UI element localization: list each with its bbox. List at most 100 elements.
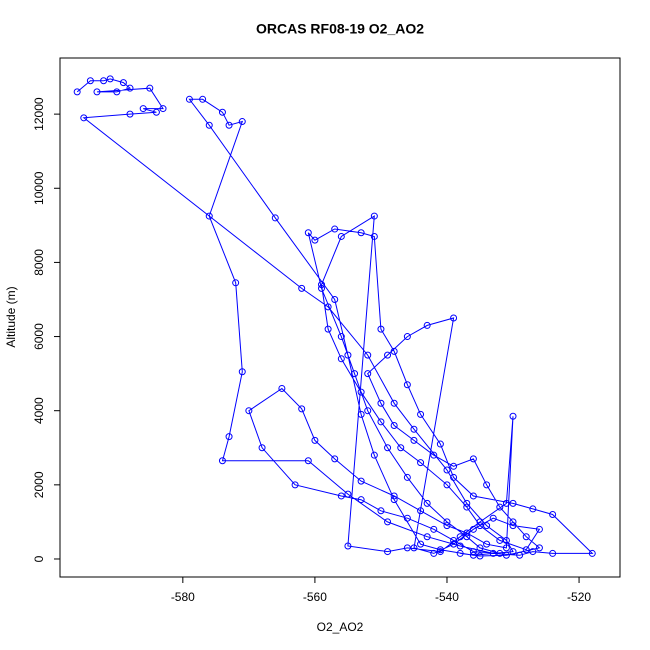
data-point <box>298 284 306 292</box>
data-point <box>357 496 365 504</box>
y-tick-label: 10000 <box>32 171 46 205</box>
x-tick-label: -520 <box>567 590 591 604</box>
data-point <box>357 410 365 418</box>
data-point <box>509 522 517 530</box>
data-point <box>100 77 108 85</box>
data-point <box>403 333 411 341</box>
data-point <box>436 548 444 556</box>
data-point <box>238 368 246 376</box>
data-point <box>258 444 266 452</box>
data-point <box>483 522 491 530</box>
y-tick-label: 12000 <box>32 97 46 131</box>
data-point <box>469 455 477 463</box>
data-point <box>489 549 497 557</box>
data-point <box>450 536 458 544</box>
x-tick-label: -580 <box>171 590 195 604</box>
y-tick-label: 8000 <box>32 249 46 276</box>
data-point <box>357 388 365 396</box>
data-point <box>370 232 378 240</box>
data-point <box>456 533 464 541</box>
data-point <box>588 549 596 557</box>
data-point <box>476 518 484 526</box>
data-point <box>370 212 378 220</box>
data-point <box>126 110 134 118</box>
data-point <box>430 525 438 533</box>
data-point <box>489 514 497 522</box>
data-point <box>93 88 101 96</box>
data-point <box>232 279 240 287</box>
data-point <box>456 549 464 557</box>
data-point <box>443 518 451 526</box>
data-point <box>450 314 458 322</box>
data-point <box>403 473 411 481</box>
data-point <box>351 370 359 378</box>
data-point <box>337 333 345 341</box>
data-point <box>502 551 510 559</box>
data-point <box>126 84 134 92</box>
x-axis-label: O2_AO2 <box>317 620 364 634</box>
data-point <box>502 544 510 552</box>
data-point <box>496 536 504 544</box>
data-point <box>377 418 385 426</box>
data-point <box>238 118 246 126</box>
data-point <box>430 451 438 459</box>
data-point <box>344 351 352 359</box>
data-point <box>146 84 154 92</box>
data-point <box>337 232 345 240</box>
data-point <box>529 548 537 556</box>
data-point <box>390 492 398 500</box>
data-point <box>549 510 557 518</box>
data-point <box>535 544 543 552</box>
data-point <box>106 75 114 83</box>
data-point <box>331 455 339 463</box>
data-point <box>522 533 530 541</box>
data-point <box>370 451 378 459</box>
data-point <box>502 499 510 507</box>
data-point <box>364 407 372 415</box>
data-point <box>443 481 451 489</box>
data-point <box>417 410 425 418</box>
data-point <box>463 503 471 511</box>
data-point <box>469 525 477 533</box>
data-point <box>529 505 537 513</box>
y-axis-label: Altitude (m) <box>4 286 18 347</box>
data-point <box>384 444 392 452</box>
data-point <box>298 405 306 413</box>
data-point <box>423 533 431 541</box>
data-point <box>185 95 193 103</box>
data-point <box>344 542 352 550</box>
data-point <box>476 544 484 552</box>
data-point <box>152 108 160 116</box>
data-point <box>450 540 458 548</box>
data-point <box>205 212 213 220</box>
data-point <box>496 503 504 511</box>
data-point <box>357 477 365 485</box>
data-point <box>443 522 451 530</box>
data-point <box>496 549 504 557</box>
data-point <box>469 548 477 556</box>
data-point <box>225 121 233 129</box>
data-point <box>390 496 398 504</box>
data-point <box>337 355 345 363</box>
data-point <box>436 546 444 554</box>
chart-title: ORCAS RF08-19 O2_AO2 <box>256 21 424 37</box>
data-point <box>516 551 524 559</box>
data-point <box>463 533 471 541</box>
data-point <box>218 457 226 465</box>
data-point <box>509 412 517 420</box>
plot-frame <box>59 57 621 578</box>
data-point <box>205 121 213 129</box>
data-point <box>443 466 451 474</box>
data-point <box>423 499 431 507</box>
data-point <box>324 325 332 333</box>
data-point <box>535 525 543 533</box>
data-point <box>549 549 557 557</box>
data-point <box>469 492 477 500</box>
data-point <box>476 552 484 560</box>
data-point <box>469 551 477 559</box>
data-point <box>199 95 207 103</box>
data-point <box>390 399 398 407</box>
data-point <box>403 514 411 522</box>
data-point <box>86 77 94 85</box>
